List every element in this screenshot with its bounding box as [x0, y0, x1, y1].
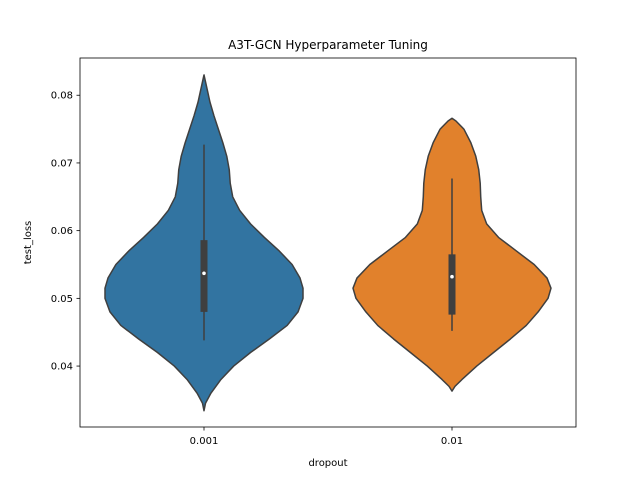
median-point	[202, 271, 206, 276]
y-axis-label: test_loss	[23, 221, 34, 265]
plot-area	[104, 74, 552, 412]
iqr-box	[448, 254, 456, 315]
median-point	[450, 274, 454, 279]
y-tick-label: 0.05	[51, 294, 73, 305]
iqr-box	[200, 240, 208, 312]
violin-0.01	[352, 117, 552, 392]
y-axis: 0.04 0.05 0.06 0.07 0.08	[51, 91, 80, 373]
y-tick-label: 0.08	[51, 91, 73, 102]
x-tick-label: 0.001	[190, 436, 219, 447]
y-tick-label: 0.07	[51, 158, 73, 169]
axes-frame	[79, 57, 577, 428]
chart-title: A3T-GCN Hyperparameter Tuning	[228, 38, 428, 52]
x-axis: 0.001 0.01	[190, 427, 463, 447]
y-tick-label: 0.06	[51, 226, 73, 237]
x-tick-label: 0.01	[441, 436, 463, 447]
x-axis-label: dropout	[308, 458, 347, 469]
y-tick-label: 0.04	[51, 362, 73, 373]
violin-0.001	[104, 74, 304, 412]
